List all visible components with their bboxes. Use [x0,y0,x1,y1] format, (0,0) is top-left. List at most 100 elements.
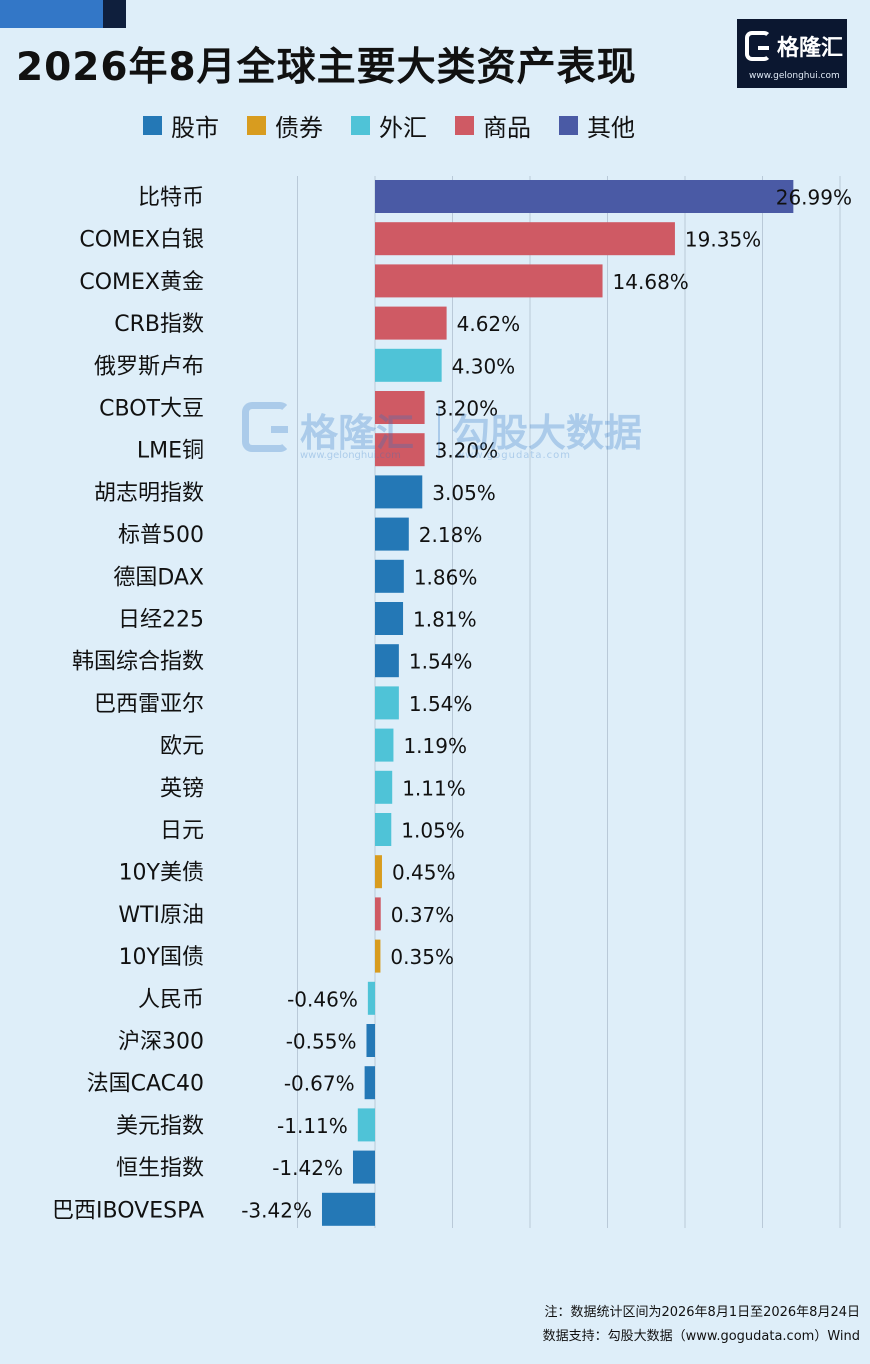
legend-label-bonds: 债券 [275,113,323,142]
value-label-14: 1.11% [402,776,466,800]
legend-item-stocks: 股市 [143,108,219,143]
category-label-6: LME铜 [137,439,204,464]
bar-0 [375,180,794,213]
bar-16 [375,855,382,889]
value-label-19: -0.46% [287,987,358,1011]
category-label-14: 英镑 [160,776,204,801]
legend-item-bonds: 债券 [247,108,323,143]
value-label-20: -0.55% [286,1030,357,1054]
legend-label-fx: 外汇 [379,113,427,142]
category-label-11: 韩国综合指数 [72,650,204,675]
value-label-21: -0.67% [284,1072,355,1096]
bar-1 [375,222,675,256]
category-label-12: 巴西雷亚尔 [94,692,204,717]
legend-label-stocks: 股市 [171,113,219,142]
page-title: 2026年8月全球主要大类资产表现 [16,45,637,90]
g-logo-icon [745,31,771,61]
value-label-10: 1.81% [413,608,477,632]
bar-5 [375,391,425,424]
value-label-4: 4.30% [452,354,516,378]
value-label-7: 3.05% [432,481,496,505]
bar-12 [375,686,399,720]
bar-7 [375,475,423,509]
value-label-1: 19.35% [685,228,761,252]
value-label-9: 1.86% [414,565,478,589]
footnote-source: 数据支持：勾股大数据（www.gogudata.com）Wind [542,1329,860,1344]
chart-legend: 股市 债券 外汇 商品 其他 [143,105,743,145]
value-label-11: 1.54% [409,650,473,674]
value-label-8: 2.18% [419,523,483,547]
category-label-8: 标普500 [118,523,204,548]
bar-10 [375,602,404,635]
category-label-21: 法国CAC40 [87,1072,204,1097]
legend-item-other: 其他 [559,108,635,143]
category-label-19: 人民币 [138,987,204,1012]
legend-item-fx: 外汇 [351,108,427,143]
value-label-0: 26.99% [776,186,852,210]
bar-8 [375,517,409,551]
bar-19 [367,981,375,1015]
category-label-5: CBOT大豆 [99,397,204,422]
bar-17 [375,897,381,931]
bar-3 [375,306,447,340]
corner-dark-block [103,0,126,28]
logo-main: 格隆汇 [745,27,843,65]
bar-14 [375,770,393,804]
bar-15 [375,813,392,846]
value-label-12: 1.54% [409,692,473,716]
footnotes: 注：数据统计区间为2026年8月1日至2026年8月24日 数据支持：勾股大数据… [500,1301,860,1349]
category-label-9: 德国DAX [113,565,204,590]
value-label-23: -1.42% [272,1156,343,1180]
bar-22 [357,1108,375,1142]
category-label-13: 欧元 [160,734,204,759]
bar-23 [352,1150,375,1184]
value-label-22: -1.11% [277,1114,348,1138]
category-label-10: 日经225 [118,608,204,633]
category-label-15: 日元 [160,819,204,844]
bar-4 [375,348,442,382]
value-label-2: 14.68% [613,270,689,294]
legend-swatch-fx [351,115,370,135]
legend-label-other: 其他 [587,113,635,142]
bar-11 [375,644,399,678]
value-label-18: 0.35% [390,945,454,969]
category-label-22: 美元指数 [116,1114,204,1139]
corner-blue-block [0,0,103,28]
bar-layer [321,180,794,1226]
value-label-16: 0.45% [392,861,456,885]
legend-swatch-bonds [247,115,266,135]
category-label-7: 胡志明指数 [94,481,204,506]
category-label-17: WTI原油 [118,903,204,928]
bar-2 [375,264,603,298]
logo-brand-text: 格隆汇 [776,36,843,61]
bar-13 [375,728,394,762]
value-label-13: 1.19% [403,734,467,758]
legend-swatch-stocks [143,115,162,135]
value-label-6: 3.20% [435,439,499,463]
grid-layer [297,176,841,1228]
category-label-24: 巴西IBOVESPA [52,1198,204,1223]
corner-decoration [0,0,126,28]
value-label-15: 1.05% [401,819,465,843]
category-label-4: 俄罗斯卢布 [94,354,204,379]
value-label-3: 4.62% [457,312,521,336]
legend-item-commodities: 商品 [455,108,531,143]
bar-18 [375,939,381,973]
legend-swatch-other [559,115,578,135]
bar-24 [321,1192,375,1226]
category-label-0: 比特币 [138,186,204,211]
bar-21 [364,1066,375,1100]
bar-9 [375,559,404,593]
value-label-24: -3.42% [241,1198,312,1222]
category-label-20: 沪深300 [118,1030,204,1055]
logo-url: www.gelonghui.com [749,71,840,81]
bar-6 [375,433,425,467]
bar-20 [366,1024,375,1057]
legend-swatch-commodities [455,115,474,135]
category-label-3: CRB指数 [114,312,204,337]
brand-logo: 格隆汇 www.gelonghui.com [737,19,847,88]
category-label-18: 10Y国债 [119,945,204,970]
category-label-16: 10Y美债 [119,861,204,886]
value-label-17: 0.37% [391,903,455,927]
